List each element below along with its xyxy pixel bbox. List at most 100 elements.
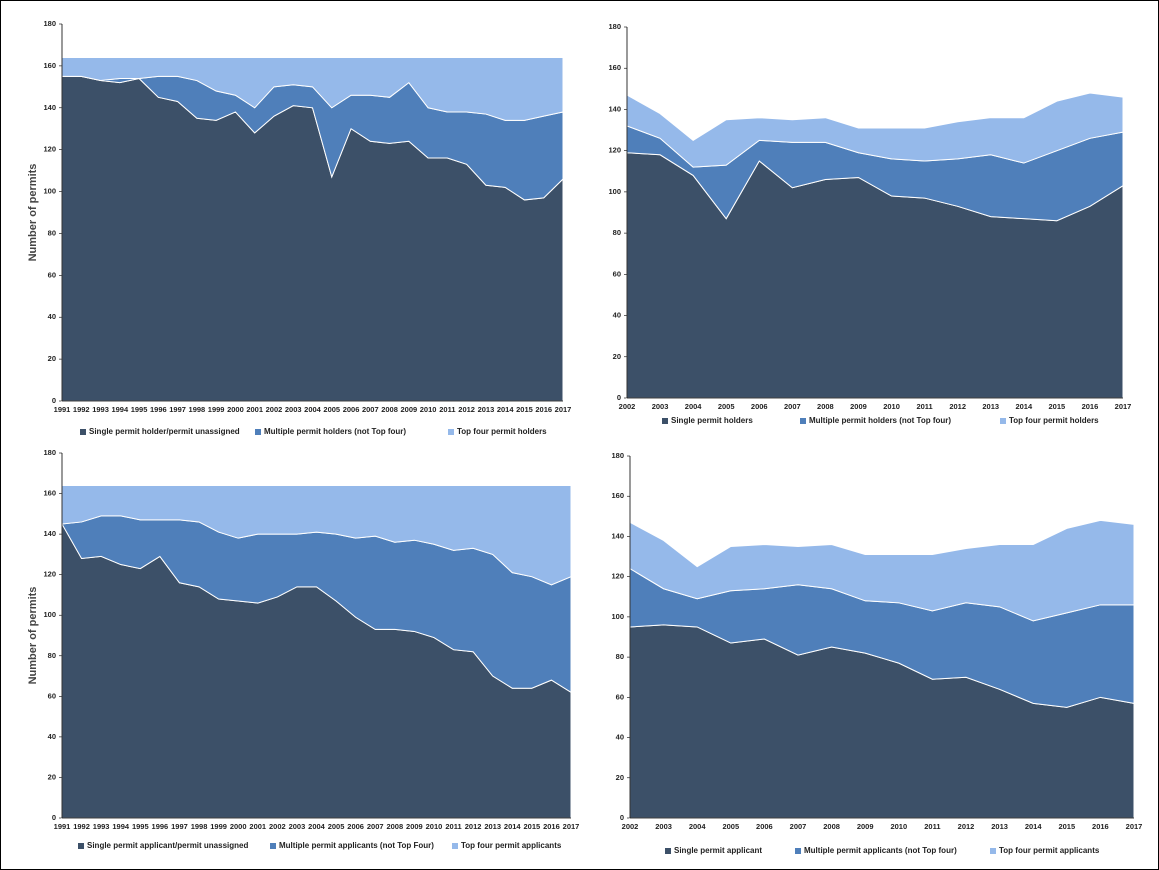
area-series — [626, 92, 1124, 168]
y-axis-label: Number of permits — [27, 587, 39, 685]
y-tick-label: 180 — [608, 22, 621, 31]
x-tick-label: 2001 — [249, 822, 266, 831]
x-tick-label: 1992 — [73, 405, 90, 414]
y-tick-label: 60 — [48, 691, 56, 700]
x-tick-label: 2009 — [401, 405, 418, 414]
x-tick-label: 1996 — [152, 822, 169, 831]
x-tick-label: 1993 — [92, 405, 109, 414]
legend-swatch — [990, 848, 996, 854]
x-tick-label: 2002 — [269, 822, 286, 831]
legend-label: Single permit holder/permit unassigned — [89, 427, 240, 436]
y-tick-label: 160 — [43, 61, 56, 70]
area-series — [61, 484, 572, 586]
x-tick-label: 2006 — [756, 822, 773, 831]
x-tick-label: 2003 — [289, 822, 306, 831]
y-tick-label: 100 — [611, 612, 624, 621]
legend-swatch — [795, 848, 801, 854]
y-tick-label: 60 — [613, 269, 621, 278]
x-tick-label: 1999 — [210, 822, 227, 831]
x-tick-label: 2015 — [524, 822, 541, 831]
x-tick-label: 2012 — [458, 405, 475, 414]
y-tick-label: 140 — [611, 531, 624, 540]
x-tick-label: 2005 — [328, 822, 345, 831]
x-tick-label: 2002 — [619, 402, 636, 411]
x-tick-label: 2011 — [445, 822, 461, 831]
y-axis-label: Number of permits — [27, 164, 39, 262]
x-tick-label: 2010 — [426, 822, 443, 831]
y-tick-label: 20 — [616, 773, 624, 782]
y-tick-label: 180 — [43, 448, 56, 457]
area-series — [61, 57, 564, 121]
x-tick-label: 1991 — [54, 405, 71, 414]
y-tick-label: 80 — [616, 652, 624, 661]
x-tick-label: 2008 — [381, 405, 398, 414]
x-tick-label: 2002 — [266, 405, 283, 414]
x-tick-label: 1992 — [73, 822, 90, 831]
legend-label: Multiple permit applicants (not Top Four… — [279, 841, 434, 850]
y-tick-label: 0 — [617, 393, 621, 402]
x-tick-label: 2012 — [958, 822, 975, 831]
x-tick-label: 2012 — [949, 402, 966, 411]
legend-label: Top four permit holders — [1009, 416, 1099, 425]
x-tick-label: 1991 — [54, 822, 71, 831]
y-tick-label: 40 — [613, 311, 621, 320]
y-tick-label: 60 — [616, 692, 624, 701]
x-tick-label: 2007 — [362, 405, 379, 414]
y-tick-label: 160 — [611, 491, 624, 500]
y-tick-label: 0 — [620, 813, 624, 822]
y-tick-label: 20 — [48, 772, 56, 781]
x-tick-label: 2006 — [751, 402, 768, 411]
x-tick-label: 2006 — [347, 822, 364, 831]
x-tick-label: 1997 — [171, 822, 188, 831]
x-tick-label: 2004 — [308, 822, 326, 831]
x-tick-label: 2001 — [246, 405, 263, 414]
x-tick-label: 2013 — [991, 822, 1008, 831]
x-tick-label: 2005 — [722, 822, 739, 831]
y-tick-label: 120 — [608, 146, 621, 155]
x-tick-label: 2009 — [857, 822, 874, 831]
y-tick-label: 100 — [608, 187, 621, 196]
x-tick-label: 1998 — [189, 405, 206, 414]
x-tick-label: 2004 — [689, 822, 707, 831]
legend-label: Single permit applicant/permit unassigne… — [87, 841, 248, 850]
y-tick-label: 40 — [48, 312, 56, 321]
x-tick-label: 1995 — [131, 405, 148, 414]
y-tick-label: 20 — [613, 352, 621, 361]
legend-label: Multiple permit applicants (not Top four… — [804, 846, 957, 855]
x-tick-label: 2017 — [555, 405, 572, 414]
y-tick-label: 120 — [611, 572, 624, 581]
x-tick-label: 2016 — [1092, 822, 1109, 831]
x-tick-label: 2014 — [504, 822, 522, 831]
x-tick-label: 2016 — [543, 822, 560, 831]
legend-label: Top four permit holders — [457, 427, 547, 436]
x-tick-label: 2009 — [406, 822, 423, 831]
x-tick-label: 2005 — [323, 405, 340, 414]
y-tick-label: 80 — [48, 651, 56, 660]
x-tick-label: 2003 — [655, 822, 672, 831]
x-tick-label: 1995 — [132, 822, 149, 831]
x-tick-label: 1999 — [208, 405, 225, 414]
legend-label: Single permit holders — [671, 416, 753, 425]
x-tick-label: 2017 — [1115, 402, 1132, 411]
x-tick-label: 2009 — [850, 402, 867, 411]
legend-swatch — [800, 418, 806, 424]
y-tick-label: 180 — [43, 19, 56, 28]
x-tick-label: 1996 — [150, 405, 167, 414]
y-tick-label: 160 — [608, 63, 621, 72]
x-tick-label: 2007 — [784, 402, 801, 411]
y-tick-label: 80 — [48, 228, 56, 237]
x-tick-label: 2005 — [718, 402, 735, 411]
x-tick-label: 1994 — [111, 405, 129, 414]
x-tick-label: 2002 — [622, 822, 639, 831]
legend-label: Multiple permit holders (not Top four) — [264, 427, 406, 436]
x-tick-label: 2016 — [535, 405, 552, 414]
y-tick-label: 0 — [52, 813, 56, 822]
x-tick-label: 2013 — [478, 405, 495, 414]
y-tick-label: 40 — [48, 732, 56, 741]
x-tick-label: 2011 — [916, 402, 932, 411]
x-tick-label: 2000 — [227, 405, 244, 414]
x-tick-label: 2014 — [1025, 822, 1043, 831]
y-tick-label: 80 — [613, 228, 621, 237]
x-tick-label: 2011 — [439, 405, 455, 414]
